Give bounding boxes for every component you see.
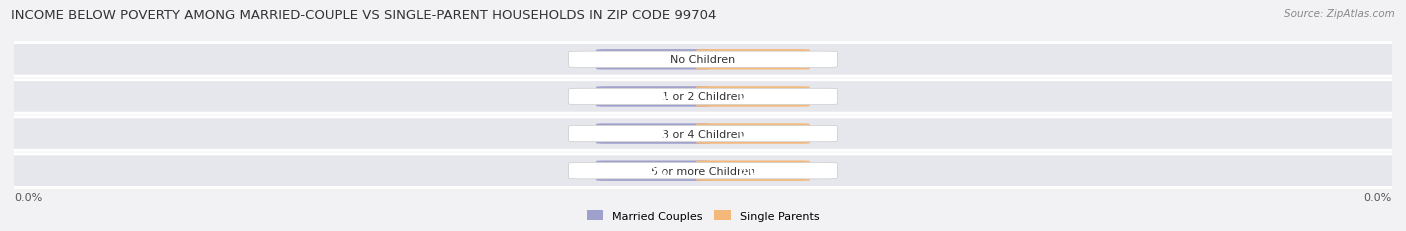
Text: 0.0%: 0.0% — [638, 129, 668, 139]
Legend: Married Couples, Single Parents: Married Couples, Single Parents — [582, 206, 824, 225]
FancyBboxPatch shape — [568, 52, 838, 68]
Text: 3 or 4 Children: 3 or 4 Children — [662, 129, 744, 139]
FancyBboxPatch shape — [0, 154, 1406, 188]
Text: INCOME BELOW POVERTY AMONG MARRIED-COUPLE VS SINGLE-PARENT HOUSEHOLDS IN ZIP COD: INCOME BELOW POVERTY AMONG MARRIED-COUPL… — [11, 9, 717, 22]
Text: 5 or more Children: 5 or more Children — [651, 166, 755, 176]
FancyBboxPatch shape — [0, 117, 1406, 151]
Text: 0.0%: 0.0% — [738, 166, 768, 176]
Text: 0.0%: 0.0% — [738, 92, 768, 102]
Text: 0.0%: 0.0% — [638, 166, 668, 176]
Text: 0.0%: 0.0% — [14, 192, 42, 202]
FancyBboxPatch shape — [568, 126, 838, 142]
FancyBboxPatch shape — [596, 87, 710, 107]
FancyBboxPatch shape — [568, 163, 838, 179]
Text: 0.0%: 0.0% — [738, 129, 768, 139]
FancyBboxPatch shape — [696, 87, 810, 107]
Text: 1 or 2 Children: 1 or 2 Children — [662, 92, 744, 102]
Text: 0.0%: 0.0% — [738, 55, 768, 65]
Text: 0.0%: 0.0% — [638, 92, 668, 102]
FancyBboxPatch shape — [0, 80, 1406, 114]
FancyBboxPatch shape — [696, 161, 810, 181]
Text: No Children: No Children — [671, 55, 735, 65]
FancyBboxPatch shape — [596, 124, 710, 144]
FancyBboxPatch shape — [596, 50, 710, 70]
Text: Source: ZipAtlas.com: Source: ZipAtlas.com — [1284, 9, 1395, 19]
FancyBboxPatch shape — [596, 161, 710, 181]
FancyBboxPatch shape — [696, 124, 810, 144]
Text: 0.0%: 0.0% — [1364, 192, 1392, 202]
FancyBboxPatch shape — [568, 89, 838, 105]
Text: 0.0%: 0.0% — [638, 55, 668, 65]
FancyBboxPatch shape — [0, 43, 1406, 77]
FancyBboxPatch shape — [696, 50, 810, 70]
